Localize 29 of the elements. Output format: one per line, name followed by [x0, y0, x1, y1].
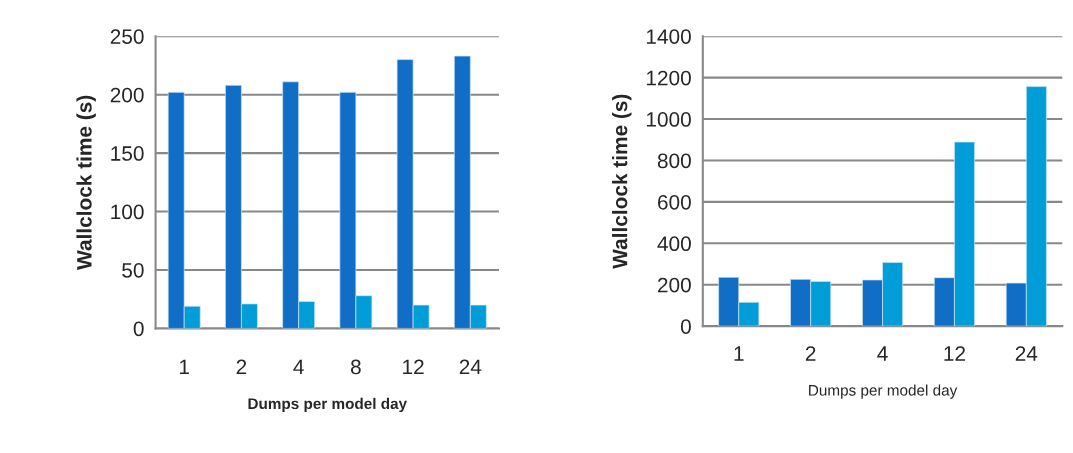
- y-tick-label: 150: [111, 146, 144, 161]
- x-axis-title: Dumps per model day: [248, 397, 407, 413]
- x-tick-label: 24: [1015, 346, 1038, 361]
- x-tick-label: 2: [805, 346, 816, 361]
- x-tick-label: 12: [944, 346, 965, 361]
- x-tick-label: 4: [293, 359, 304, 375]
- x-axis-title: Dumps per model day: [809, 384, 958, 399]
- y-tick-label: 250: [110, 29, 144, 44]
- y-tick-label: 600: [658, 194, 691, 210]
- y-tick-label: 200: [658, 277, 691, 293]
- y-axis-title: Wallclock time (s): [612, 94, 632, 269]
- x-tick-label: 2: [236, 359, 247, 375]
- y-axis-title: Wallclock time (s): [76, 95, 96, 270]
- y-tick-label: 400: [657, 236, 691, 252]
- y-tick-label: 200: [110, 87, 144, 103]
- y-tick-label: 50: [122, 262, 144, 278]
- x-tick-label: 12: [403, 359, 424, 375]
- y-tick-label: 0: [680, 319, 691, 334]
- y-tick-label: 1400: [646, 29, 691, 44]
- x-tick-label: 1: [734, 346, 744, 361]
- y-tick-label: 800: [657, 153, 691, 169]
- x-tick-label: 1: [179, 359, 189, 375]
- x-tick-label: 4: [877, 346, 888, 361]
- y-tick-label: 0: [133, 321, 144, 337]
- x-tick-label: 8: [350, 359, 361, 375]
- x-tick-label: 24: [459, 359, 482, 375]
- y-tick-label: 1000: [646, 112, 691, 127]
- y-tick-label: 1200: [646, 70, 691, 86]
- y-tick-label: 100: [111, 204, 144, 220]
